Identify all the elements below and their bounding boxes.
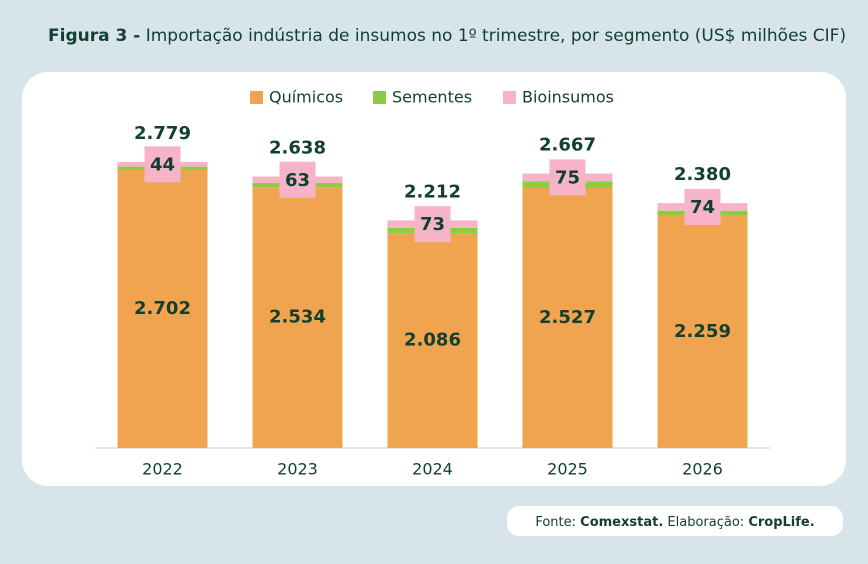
value-label: 2.527 — [539, 307, 596, 328]
legend-swatch — [503, 91, 516, 104]
value-label: 2.534 — [269, 307, 326, 328]
value-label: 44 — [150, 154, 175, 175]
bar-segment — [387, 233, 478, 448]
legend-swatch — [373, 91, 386, 104]
x-tick-label: 2025 — [547, 460, 588, 479]
total-label: 2.638 — [269, 138, 326, 159]
value-label: 74 — [690, 197, 715, 218]
value-label: 73 — [420, 214, 445, 235]
total-label: 2.779 — [134, 123, 191, 144]
chart-title: Figura 3 - Importação indústria de insum… — [48, 26, 846, 46]
label-box — [414, 206, 451, 243]
legend-swatch — [250, 91, 263, 104]
title-text: Importação indústria de insumos no 1º tr… — [146, 26, 846, 46]
x-tick-label: 2023 — [277, 460, 318, 479]
label-box — [549, 159, 586, 196]
x-tick-label: 2026 — [682, 460, 723, 479]
credit-label: Elaboração: — [667, 515, 744, 530]
bar-segment — [252, 187, 343, 448]
label-box — [144, 146, 181, 183]
title-prefix: Figura 3 - — [48, 26, 140, 46]
legend-label: Sementes — [392, 88, 472, 107]
value-label: 2.086 — [404, 330, 461, 351]
x-tick-label: 2022 — [142, 460, 183, 479]
bar-segment — [117, 169, 208, 448]
total-label: 2.212 — [404, 181, 461, 202]
label-box — [279, 161, 316, 198]
label-box — [684, 188, 721, 225]
value-label: 2.702 — [134, 298, 191, 319]
value-label: 63 — [285, 170, 310, 191]
bar-segment — [657, 215, 748, 448]
bar-segment — [522, 187, 613, 449]
footer-box — [507, 506, 843, 536]
source-label: Fonte: — [535, 515, 576, 530]
legend-label: Bioinsumos — [522, 88, 614, 107]
source: Comexstat. — [580, 515, 663, 530]
x-tick-label: 2024 — [412, 460, 453, 479]
credit: CropLife. — [748, 515, 814, 530]
value-label: 2.259 — [674, 321, 731, 342]
total-label: 2.380 — [674, 164, 731, 185]
total-label: 2.667 — [539, 135, 596, 156]
value-label: 75 — [555, 167, 580, 188]
legend-label: Químicos — [269, 88, 343, 107]
footer: Fonte: Comexstat. Elaboração: CropLife. — [535, 515, 814, 530]
